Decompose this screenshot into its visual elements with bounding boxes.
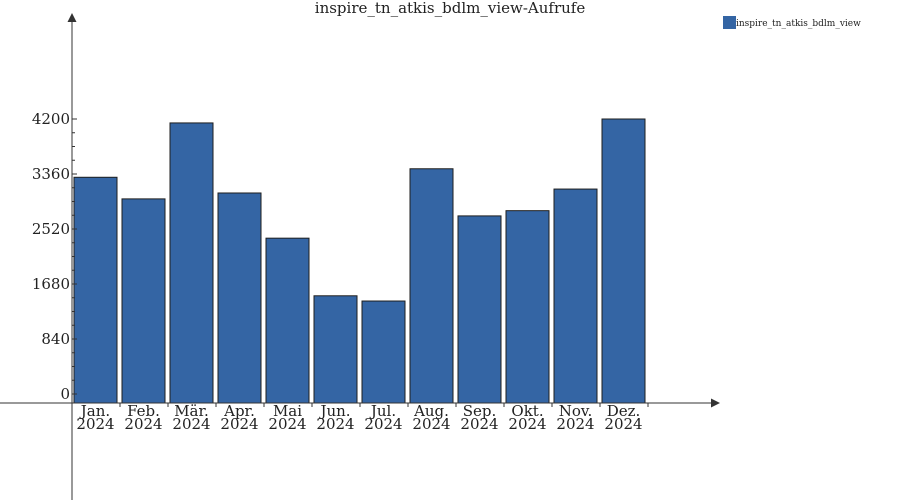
x-tick-label-year-8: 2024 (460, 415, 498, 433)
x-tick-label-month-4: Mai (273, 402, 302, 420)
x-tick-label-month-7: Aug. (413, 402, 449, 420)
y-tick-label-4: 3360 (32, 165, 70, 183)
x-tick-label-year-11: 2024 (604, 415, 642, 433)
bar-9 (505, 210, 550, 404)
x-tick-label-month-11: Dez. (607, 402, 641, 420)
bar-1 (121, 198, 166, 404)
x-tick-label-year-10: 2024 (556, 415, 594, 433)
bar-0 (73, 176, 118, 404)
x-tick-label-month-8: Sep. (463, 402, 497, 420)
y-tick-label-1: 840 (41, 330, 70, 348)
bar-5 (313, 295, 358, 404)
legend-swatch (723, 16, 736, 29)
bar-11 (601, 118, 646, 404)
bars-group (73, 118, 646, 404)
bar-4 (265, 237, 310, 404)
x-tick-label-year-6: 2024 (364, 415, 402, 433)
x-tick-label-month-1: Feb. (127, 402, 160, 420)
x-tick-label-year-2: 2024 (172, 415, 210, 433)
x-tick-label-year-5: 2024 (316, 415, 354, 433)
x-tick-label-month-9: Okt. (511, 402, 543, 420)
legend: inspire_tn_atkis_bdlm_view (723, 16, 861, 29)
y-axis-arrow-icon (67, 13, 77, 22)
x-tick-label-year-3: 2024 (220, 415, 258, 433)
legend-label: inspire_tn_atkis_bdlm_view (736, 19, 861, 29)
y-tick-label-5: 4200 (32, 110, 70, 128)
chart-title: inspire_tn_atkis_bdlm_view-Aufrufe (315, 0, 586, 17)
bar-3 (217, 192, 262, 404)
y-tick-label-2: 1680 (32, 275, 70, 293)
y-tick-label-3: 2520 (32, 220, 70, 238)
x-tick-label-month-5: Jun. (318, 402, 350, 420)
bar-8 (457, 215, 502, 404)
x-tick-label-month-0: Jan. (79, 402, 110, 420)
y-ticks: 0 840 1680 2520 3360 4200 (32, 110, 77, 403)
x-axis-arrow-icon (711, 398, 720, 408)
x-tick-label-year-4: 2024 (268, 415, 306, 433)
x-tick-label-year-7: 2024 (412, 415, 450, 433)
bar-2 (169, 122, 214, 404)
x-tick-label-year-9: 2024 (508, 415, 546, 433)
bar-10 (553, 188, 598, 404)
y-tick-label-0: 0 (60, 385, 70, 403)
x-tick-label-month-6: Jul. (369, 402, 396, 420)
x-tick-label-month-10: Nov. (559, 402, 593, 420)
x-tick-label-month-2: Mär. (174, 402, 209, 420)
bar-7 (409, 168, 454, 404)
x-tick-label-year-1: 2024 (124, 415, 162, 433)
x-tick-labels: Jan.2024Feb.2024Mär.2024Apr.2024Mai2024J… (71, 402, 649, 433)
x-tick-label-month-3: Apr. (223, 402, 255, 420)
x-tick-label-year-0: 2024 (76, 415, 114, 433)
bar-6 (361, 300, 406, 404)
